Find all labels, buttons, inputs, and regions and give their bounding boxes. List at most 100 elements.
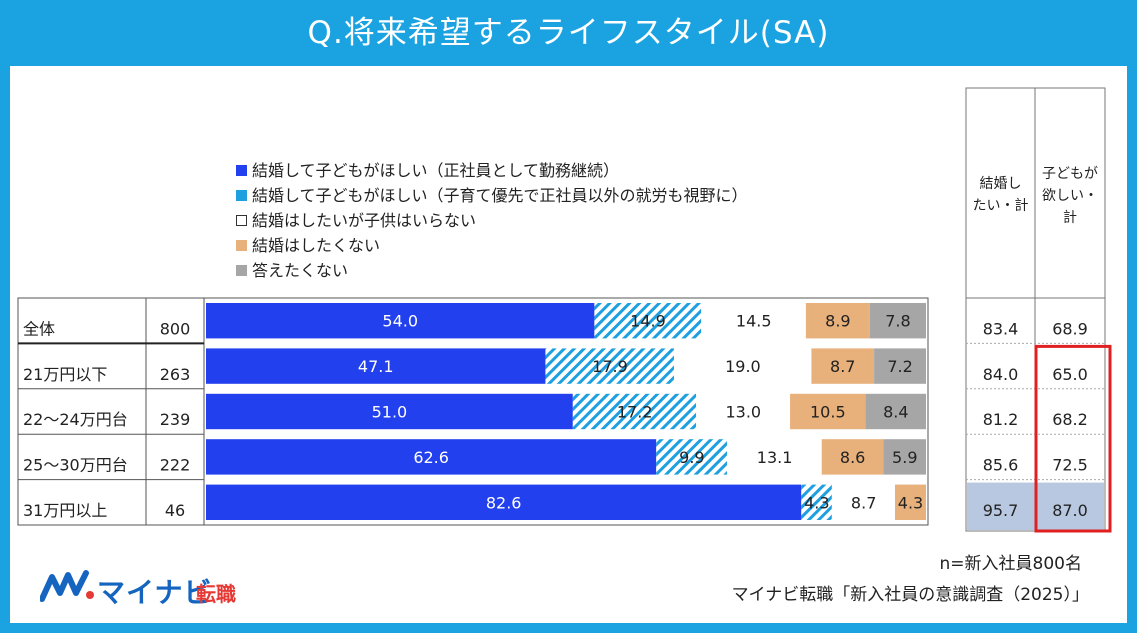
bar-segment: [696, 393, 791, 430]
bar-segment: [206, 393, 573, 430]
sample-size-label: 46: [165, 501, 185, 520]
summary-marry-value: 85.6: [983, 456, 1019, 475]
bar-value-label: 13.0: [725, 403, 761, 422]
bar-value-label: 4.3: [804, 493, 829, 512]
bar-value-label: 19.0: [725, 357, 761, 376]
legend-label: 結婚して子どもがほしい（正社員として勤務継続）: [252, 161, 620, 180]
bar-segment: [895, 484, 926, 520]
bar-value-label: 54.0: [382, 312, 418, 331]
bar-segment: [545, 348, 675, 384]
legend-item: 結婚はしたくない: [236, 233, 748, 258]
bar-segment: [874, 348, 926, 384]
summary-header-label: たい・計: [973, 198, 1029, 214]
category-label: 22～24万円台: [23, 410, 128, 429]
summary-marry-value: 95.7: [983, 501, 1019, 520]
bar-segment: [206, 439, 657, 475]
summary-children-value: 72.5: [1052, 456, 1088, 475]
legend-swatch-icon: [236, 265, 247, 276]
bar-segment: [726, 438, 823, 476]
bar-value-label: 5.9: [892, 448, 917, 467]
category-label: 21万円以下: [23, 365, 107, 384]
sample-size-label: 263: [160, 365, 191, 384]
legend-item: 結婚はしたいが子供はいらない: [236, 208, 748, 233]
bar-value-label: 8.7: [830, 357, 855, 376]
bar-value-label: 51.0: [372, 403, 408, 422]
sample-size-label: 222: [160, 456, 191, 475]
frame-border-bottom: [0, 623, 1137, 633]
summary-header-label: 欲しい・: [1042, 188, 1098, 204]
bar-segment: [869, 303, 926, 339]
bar-value-label: 62.6: [413, 448, 449, 467]
legend-label: 結婚はしたくない: [252, 236, 381, 255]
category-label: 全体: [23, 319, 55, 338]
logo-wordmark: マイナビ: [97, 576, 213, 609]
bar-segment: [206, 484, 802, 520]
bar-segment: [821, 439, 884, 475]
bar-segment: [865, 393, 926, 430]
bar-value-label: 7.2: [887, 357, 912, 376]
bar-value-label: 17.9: [592, 357, 628, 376]
frame-border-left: [0, 66, 10, 633]
sample-size-label: 800: [160, 319, 191, 338]
bar-value-label: 13.1: [757, 448, 793, 467]
highlight-box: [1034, 344, 1112, 533]
bar-segment: [572, 393, 697, 430]
legend-item: 結婚して子どもがほしい（正社員として勤務継続）: [236, 158, 748, 183]
bar-segment: [206, 348, 546, 384]
bar-segment: [656, 439, 728, 475]
legend-label: 結婚して子どもがほしい（子育て優先で正社員以外の就労も視野に）: [252, 186, 748, 205]
bar-segment: [673, 347, 812, 385]
summary-children-value: 87.0: [1052, 501, 1088, 520]
legend-label: 答えたくない: [252, 261, 349, 280]
bar-segment: [790, 393, 866, 430]
bar-segment: [206, 303, 595, 339]
bar-value-label: 7.8: [885, 312, 910, 331]
bar-segment: [701, 302, 807, 339]
summary-children-value: 68.2: [1052, 410, 1088, 429]
bar-value-label: 14.9: [630, 312, 666, 331]
legend-item: 答えたくない: [236, 258, 748, 283]
source-note: マイナビ転職「新入社員の意識調査（2025）」: [731, 585, 1089, 605]
title-bar: Q.将来希望するライフスタイル(SA): [0, 0, 1137, 66]
sample-size-label: 239: [160, 410, 191, 429]
bar-value-label: 4.3: [898, 493, 923, 512]
summary-children-value: 65.0: [1052, 365, 1088, 384]
legend-label: 結婚はしたいが子供はいらない: [252, 211, 477, 230]
category-label: 31万円以上: [23, 501, 107, 520]
summary-marry-value: 84.0: [983, 365, 1019, 384]
bar-value-label: 8.4: [883, 403, 908, 422]
bar-value-label: 17.2: [617, 403, 653, 422]
bar-segment: [883, 439, 926, 475]
legend: 結婚して子どもがほしい（正社員として勤務継続） 結婚して子どもがほしい（子育て優…: [236, 158, 748, 283]
bar-value-label: 8.9: [825, 312, 850, 331]
bar-value-label: 9.9: [679, 448, 704, 467]
bar-value-label: 47.1: [358, 357, 394, 376]
bar-segment: [811, 348, 875, 384]
bar-value-label: 8.7: [851, 493, 876, 512]
frame-border-right: [1127, 66, 1137, 633]
summary-marry-value: 83.4: [983, 319, 1019, 338]
mynavi-logo-icon: [40, 570, 94, 602]
summary-marry-value: 81.2: [983, 410, 1019, 429]
bar-area-outline: [203, 297, 929, 526]
legend-swatch-icon: [236, 190, 247, 201]
summary-children-value: 68.9: [1052, 319, 1088, 338]
bar-value-label: 14.5: [736, 312, 772, 331]
summary-header-label: 結婚し: [980, 176, 1022, 192]
bar-segment: [801, 484, 833, 520]
bar-value-label: 10.5: [810, 403, 846, 422]
legend-swatch-icon: [236, 165, 247, 176]
summary-header-label: 子どもが: [1042, 166, 1098, 182]
legend-swatch-icon: [236, 240, 247, 251]
summary-header-label: 計: [1063, 210, 1077, 226]
logo-subtitle: 転職: [196, 582, 236, 606]
bar-value-label: 8.6: [840, 448, 865, 467]
legend-item: 結婚して子どもがほしい（子育て優先で正社員以外の就労も視野に）: [236, 183, 748, 208]
bar-value-label: 82.6: [486, 493, 522, 512]
chart-title: Q.将来希望するライフスタイル(SA): [307, 15, 830, 51]
category-label: 25～30万円台: [23, 456, 128, 475]
bar-segment: [594, 303, 702, 339]
legend-swatch-icon: [236, 215, 247, 226]
